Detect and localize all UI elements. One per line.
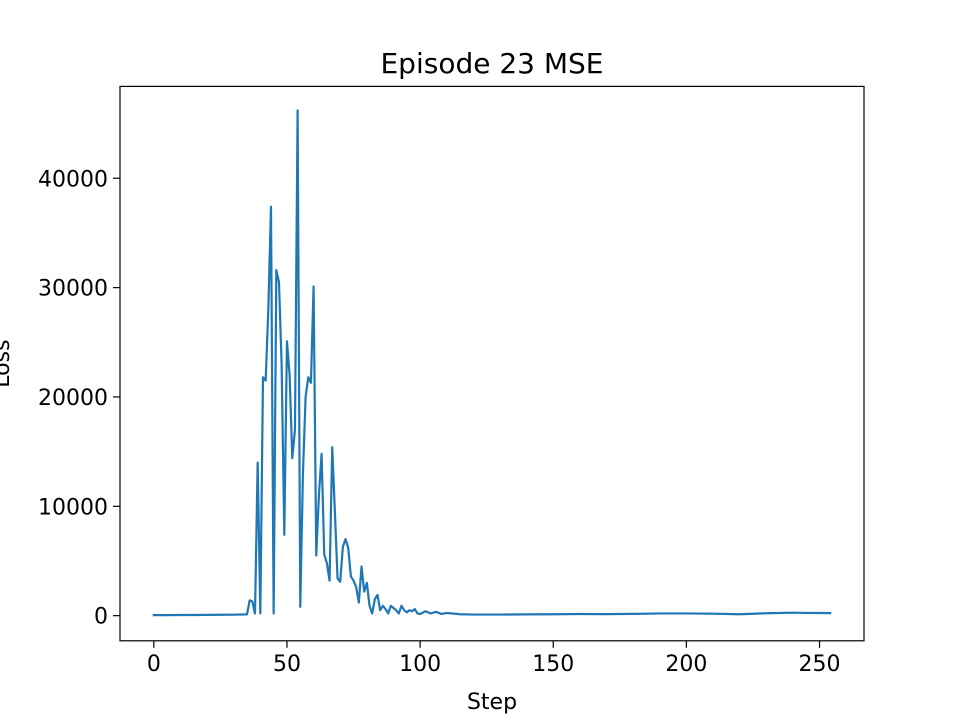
series-line-0 [152,109,832,617]
y-tick-label: 30000 [38,277,108,302]
x-tick-label: 50 [273,652,301,677]
x-tick-label: 250 [799,652,841,677]
y-tick-label: 20000 [38,386,108,411]
y-axis-label: Loss [0,339,15,387]
chart-title: Episode 23 MSE [380,47,603,80]
x-tick-label: 150 [532,652,574,677]
x-tick-label: 100 [399,652,441,677]
y-tick-label: 10000 [38,495,108,520]
x-axis-ticks: 0 50 100 150 200 250 [147,640,841,677]
y-tick-label: 0 [94,605,108,630]
y-axis-ticks: 0 10000 20000 30000 40000 [38,167,120,630]
y-tick-label: 40000 [38,167,108,192]
x-tick-label: 0 [147,652,161,677]
x-axis-label: Step [467,690,517,715]
plot-layer [152,109,832,617]
x-tick-label: 200 [665,652,707,677]
plot-frame [119,85,865,642]
